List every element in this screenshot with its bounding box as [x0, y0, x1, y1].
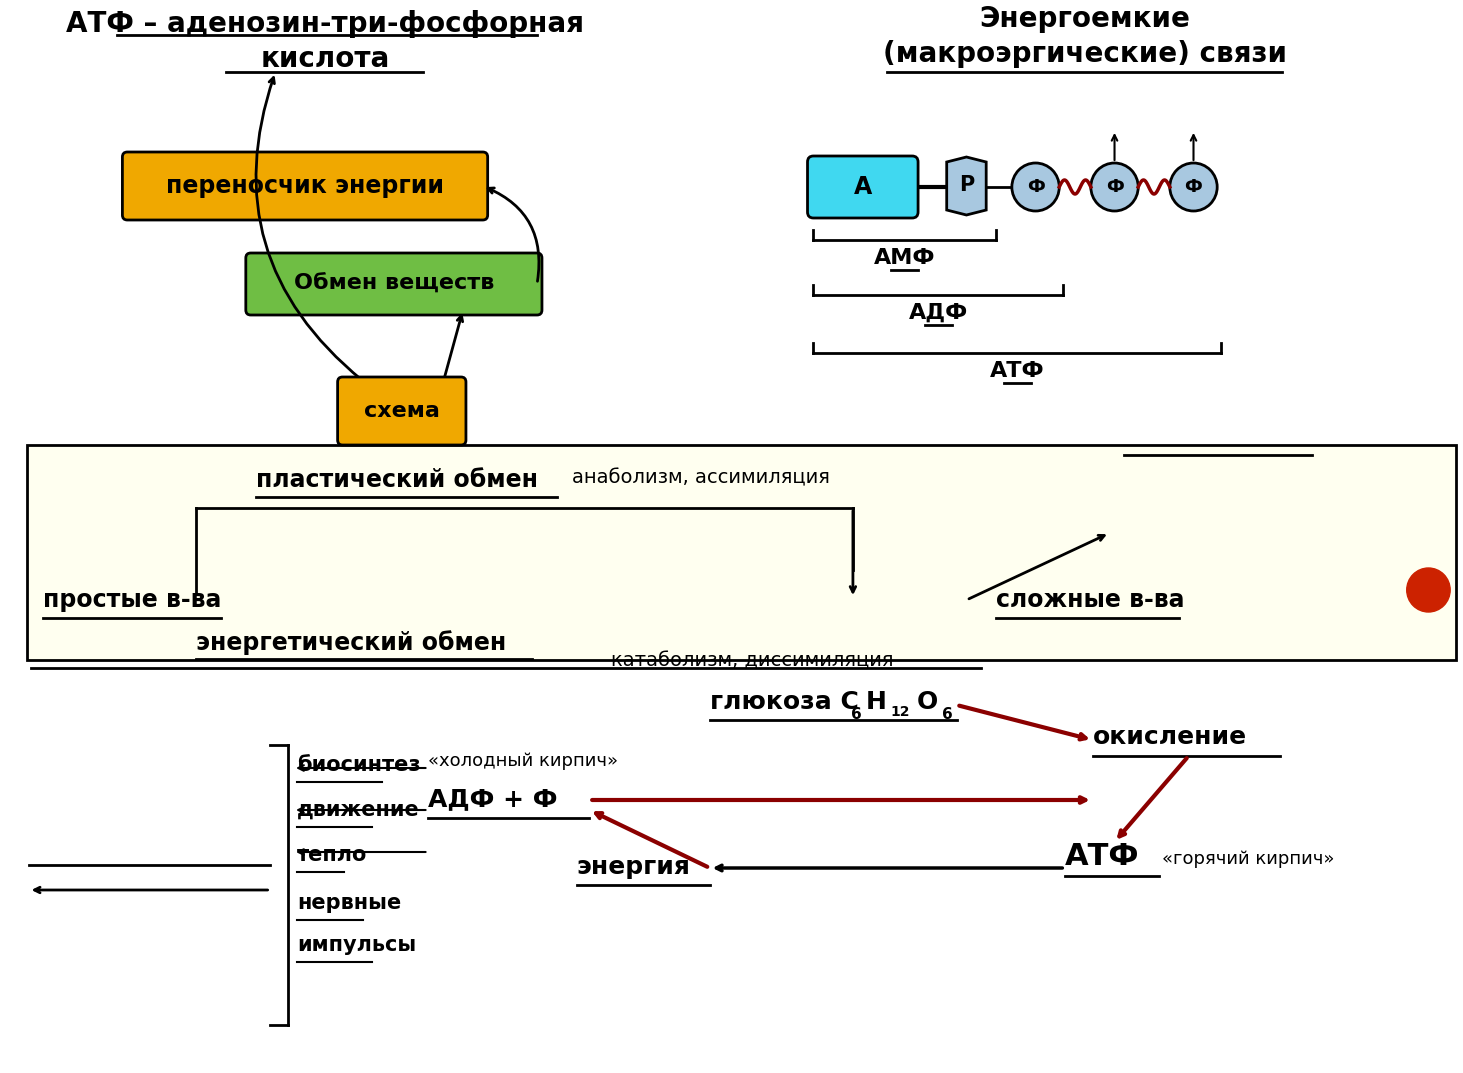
Text: энергия: энергия [576, 855, 691, 879]
Text: Ф: Ф [1185, 178, 1203, 196]
Circle shape [1407, 568, 1450, 612]
Text: пластический обмен: пластический обмен [256, 468, 538, 493]
Text: тепло: тепло [297, 846, 367, 865]
Text: Ф: Ф [1106, 178, 1124, 196]
FancyBboxPatch shape [123, 152, 487, 220]
Text: энергетический обмен: энергетический обмен [196, 630, 506, 655]
Text: Ф: Ф [1027, 178, 1045, 196]
FancyBboxPatch shape [246, 253, 541, 315]
Text: биосинтез: биосинтез [297, 755, 421, 775]
Circle shape [1012, 163, 1059, 211]
Text: кислота: кислота [260, 45, 389, 73]
Text: 6: 6 [851, 707, 862, 722]
Text: АДФ + Ф: АДФ + Ф [429, 787, 557, 811]
Text: АДФ: АДФ [909, 303, 969, 323]
Text: нервные: нервные [297, 893, 401, 913]
Text: катаболизм, диссимиляция: катаболизм, диссимиляция [612, 651, 894, 670]
FancyBboxPatch shape [808, 156, 919, 218]
Text: Н: Н [866, 690, 887, 714]
Text: Обмен веществ: Обмен веществ [294, 274, 494, 294]
Text: «горячий кирпич»: «горячий кирпич» [1162, 850, 1334, 868]
Polygon shape [947, 157, 986, 215]
Text: простые в-ва: простые в-ва [44, 588, 222, 612]
Text: импульсы: импульсы [297, 935, 417, 955]
Text: АТФ: АТФ [1065, 842, 1140, 871]
Text: АМФ: АМФ [873, 248, 935, 268]
Circle shape [1170, 163, 1217, 211]
Text: 12: 12 [891, 705, 910, 719]
Text: О: О [917, 690, 938, 714]
Text: АТФ – аденозин-три-фосфорная: АТФ – аденозин-три-фосфорная [66, 10, 584, 38]
Text: 6: 6 [942, 707, 952, 722]
Circle shape [1091, 163, 1138, 211]
Text: сложные в-ва: сложные в-ва [996, 588, 1185, 612]
FancyBboxPatch shape [26, 445, 1456, 660]
Text: переносчик энергии: переносчик энергии [165, 174, 445, 199]
Text: А: А [854, 175, 872, 199]
Text: Р: Р [958, 175, 974, 195]
Text: движение: движение [297, 800, 420, 820]
Text: окисление: окисление [1093, 725, 1246, 749]
Text: глюкоза С: глюкоза С [710, 690, 859, 714]
Text: Энергоемкие: Энергоемкие [979, 5, 1191, 33]
Text: АТФ: АТФ [990, 361, 1045, 381]
Text: «холодный кирпич»: «холодный кирпич» [429, 752, 619, 770]
FancyBboxPatch shape [338, 377, 465, 445]
Text: анаболизм, ассимиляция: анаболизм, ассимиляция [572, 468, 830, 487]
Text: схема: схема [364, 401, 440, 421]
Text: (макроэргические) связи: (макроэргические) связи [882, 40, 1287, 68]
